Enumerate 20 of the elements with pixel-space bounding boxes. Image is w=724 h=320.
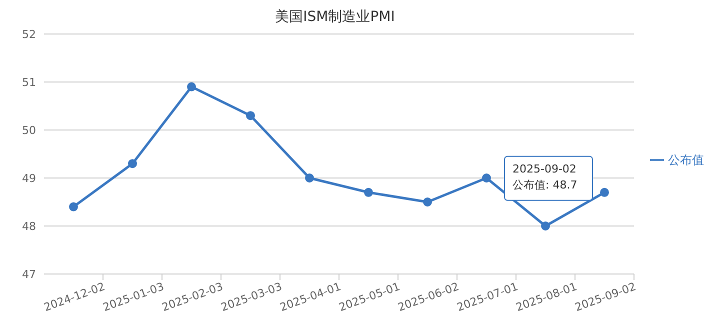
chart-title: 美国ISM制造业PMI (274, 8, 396, 26)
y-tick-label: 50 (22, 124, 36, 137)
point (187, 82, 196, 92)
point (541, 222, 550, 230)
y-tick-label: 51 (22, 76, 36, 89)
point (600, 188, 609, 197)
tooltip-box: 2025-09-02 公布值: 48.7 (504, 156, 593, 201)
y-tick-label: 47 (22, 268, 36, 281)
point (423, 198, 432, 206)
point (69, 202, 78, 212)
point (128, 159, 137, 168)
point (482, 174, 491, 182)
y-tick-label: 49 (22, 172, 36, 185)
point (305, 174, 314, 182)
legend-label: 公布值 (668, 152, 704, 166)
y-tick-label: 48 (22, 220, 36, 233)
point (364, 188, 373, 197)
annotation: 2025-09-02 公布值: 48.7 (512, 162, 578, 192)
y-tick-label: 52 (22, 28, 36, 41)
point (246, 111, 255, 120)
